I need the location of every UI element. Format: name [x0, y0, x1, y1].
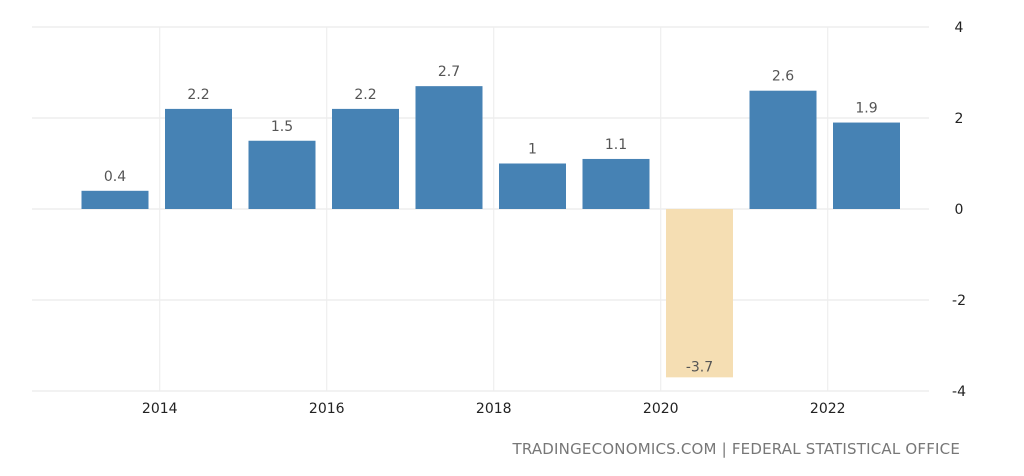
x-tick-label: 2014: [142, 401, 178, 417]
x-tick-label: 2022: [810, 401, 846, 417]
data-label: 2.2: [354, 87, 376, 103]
y-tick-label: 0: [955, 202, 964, 218]
bar: [81, 190, 149, 209]
bar: [666, 209, 733, 378]
y-tick-label: -4: [952, 384, 966, 400]
bar: [415, 86, 483, 209]
bar: [332, 108, 399, 209]
data-label: 1.9: [855, 101, 877, 117]
bar: [248, 140, 316, 209]
bar: [499, 163, 566, 209]
data-label: -3.7: [686, 359, 713, 375]
source-credit: TRADINGECONOMICS.COM | FEDERAL STATISTIC…: [512, 440, 960, 458]
data-label: 2.7: [438, 64, 460, 80]
y-tick-label: 2: [955, 111, 964, 127]
data-label: 2.2: [187, 87, 209, 103]
y-tick-label: -2: [952, 293, 966, 309]
x-tick-label: 2020: [643, 401, 679, 417]
x-tick-label: 2018: [476, 401, 512, 417]
data-label: 1.5: [271, 119, 293, 135]
y-tick-label: 4: [955, 20, 964, 36]
x-tick-label: 2016: [309, 401, 345, 417]
data-label: 2.6: [772, 69, 794, 85]
bar: [833, 122, 900, 209]
bar: [165, 108, 232, 209]
data-label: 1: [528, 142, 537, 158]
data-label: 0.4: [104, 169, 126, 185]
data-label: 1.1: [605, 137, 627, 153]
bar: [582, 158, 650, 209]
bar: [749, 90, 817, 209]
